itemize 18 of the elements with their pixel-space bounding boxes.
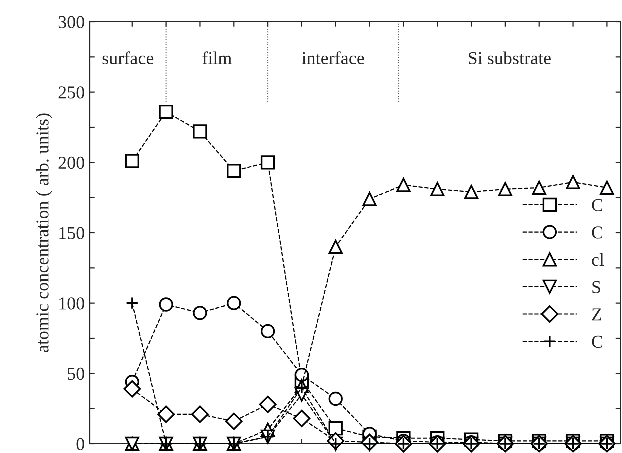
y-tick-label: 300 (58, 16, 84, 28)
y-tick-label: 250 (58, 86, 84, 99)
legend-label: S (592, 281, 600, 294)
legend-label: C (592, 199, 603, 212)
annotation: surface (102, 52, 154, 64)
y-axis-title: atomic concentration ( arb. units) (36, 114, 52, 352)
y-tick-label: 200 (58, 156, 84, 170)
legend-label: C (592, 226, 603, 239)
y-tick-label: 150 (60, 227, 84, 240)
annotation: film (202, 52, 232, 64)
y-tick-label: 50 (68, 368, 84, 380)
legend-label: Z (592, 308, 602, 321)
y-tick-label: 100 (60, 298, 84, 310)
y-tick-label: 0 (76, 438, 84, 450)
legend-label: cl (592, 253, 604, 266)
annotation: Si substrate (469, 52, 551, 64)
annotation: interface (302, 52, 364, 64)
legend-label: C (592, 336, 603, 348)
